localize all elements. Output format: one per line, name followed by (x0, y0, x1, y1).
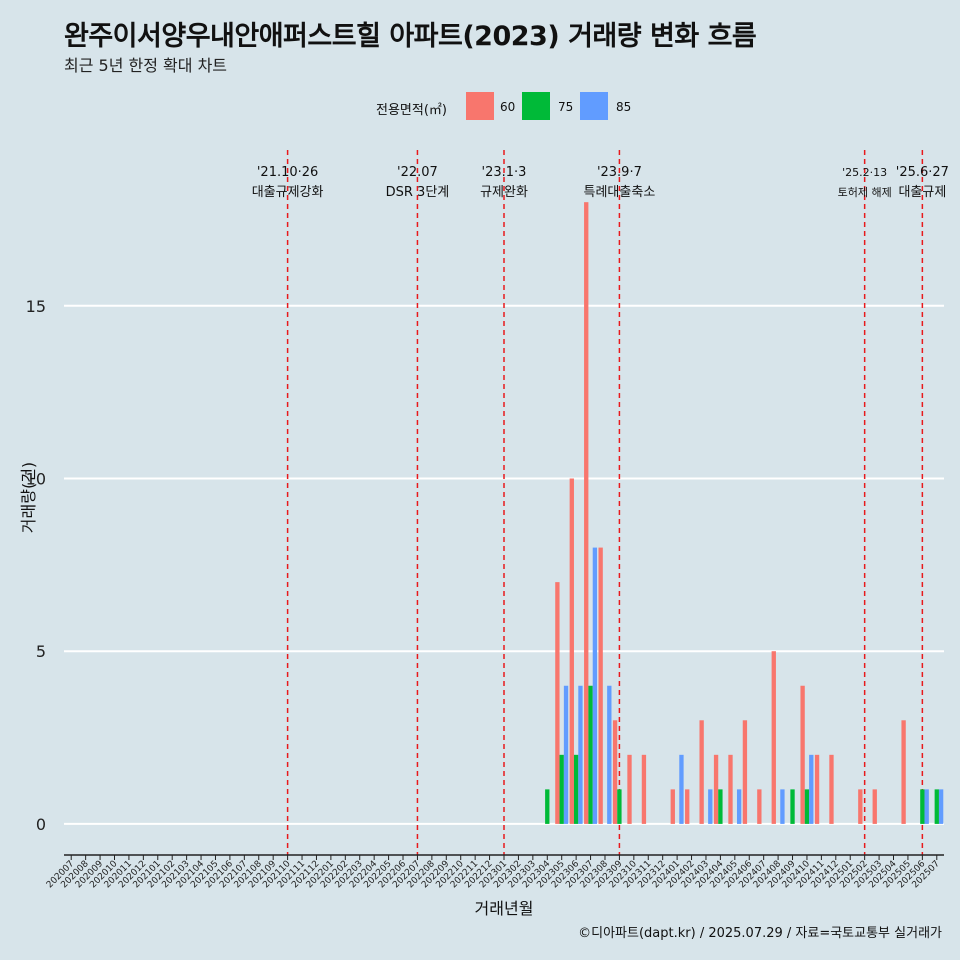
event-date-label: '23.1·3 (482, 165, 527, 180)
bar (670, 789, 675, 824)
bar (545, 789, 550, 824)
bar (578, 685, 583, 824)
bar (757, 789, 762, 824)
bar (938, 789, 944, 824)
bar (641, 754, 647, 824)
bar (617, 789, 622, 824)
bar (592, 547, 598, 824)
chart-subtitle: 최근 5년 한정 확대 차트 (64, 56, 228, 75)
chart-title: 완주이서양우내안애퍼스트힐 아파트(2023) 거래량 변화 흐름 (64, 21, 757, 52)
bar (569, 478, 574, 824)
bar (934, 789, 939, 824)
event-name-label: DSR 3단계 (386, 185, 450, 200)
x-axis-title: 거래년월 (475, 899, 534, 918)
legend-swatch-75 (522, 92, 550, 120)
bar (728, 754, 733, 824)
y-tick-label: 5 (36, 642, 46, 661)
bar (588, 685, 593, 824)
legend-label-75: 75 (558, 100, 574, 114)
event-date-label: '25.2·13 (842, 166, 887, 179)
bar (809, 754, 814, 824)
bar (559, 754, 564, 824)
event-name-label: 특례대출축소 (584, 185, 656, 200)
event-date-label: '22.07 (397, 165, 438, 180)
event-name-label: 규제완화 (480, 185, 528, 200)
bar (920, 789, 925, 824)
bars (545, 202, 944, 824)
bar (573, 754, 579, 824)
bar (713, 754, 719, 824)
event-date-label: '21.10·26 (257, 165, 318, 180)
bar (612, 720, 618, 824)
bar (718, 789, 723, 824)
bar (699, 720, 704, 824)
event-name-label: 대출규제 (898, 185, 946, 200)
bar (584, 202, 589, 824)
bar (627, 754, 632, 824)
event-name-label: 대출규제강화 (252, 185, 324, 200)
event-date-label: '23.9·7 (597, 165, 642, 180)
legend-swatch-85 (580, 92, 608, 120)
bar (555, 582, 560, 824)
bar (829, 754, 834, 824)
bar (607, 685, 612, 824)
source-caption: ©디아파트(dapt.kr) / 2025.07.29 / 자료=국토교통부 실… (578, 926, 942, 941)
bar (708, 789, 713, 824)
bar (804, 789, 810, 824)
event-name-label: 토허제 해제 (838, 185, 892, 199)
legend-label-60: 60 (500, 100, 516, 114)
event-markers: '21.10·26 대출규제강화 '22.07 DSR 3단계 '23.1·3 규제완화 '… (252, 150, 949, 855)
y-tick-label: 15 (26, 297, 46, 316)
bar (790, 789, 795, 824)
bar (858, 789, 863, 824)
y-axis-title: 거래량(건) (19, 462, 38, 533)
legend: 전용면적(㎡) 60 75 85 (0, 92, 960, 122)
bar (598, 547, 603, 824)
legend-label-85: 85 (616, 100, 632, 114)
event-date-label: '25.6·27 (896, 165, 949, 180)
bar (780, 789, 785, 824)
bar (901, 720, 906, 824)
y-tick-label: 0 (36, 815, 46, 834)
bar (742, 720, 748, 824)
bar (814, 754, 820, 824)
bar (800, 685, 805, 824)
y-tick-label: 10 (26, 470, 46, 489)
bar (685, 789, 690, 824)
bar (771, 651, 776, 824)
bar (563, 685, 569, 824)
bar (924, 789, 929, 824)
legend-swatch-60 (466, 92, 494, 120)
bar (736, 789, 742, 824)
bar (679, 754, 684, 824)
bar (872, 789, 877, 824)
legend-title: 전용면적(㎡) (376, 103, 447, 118)
